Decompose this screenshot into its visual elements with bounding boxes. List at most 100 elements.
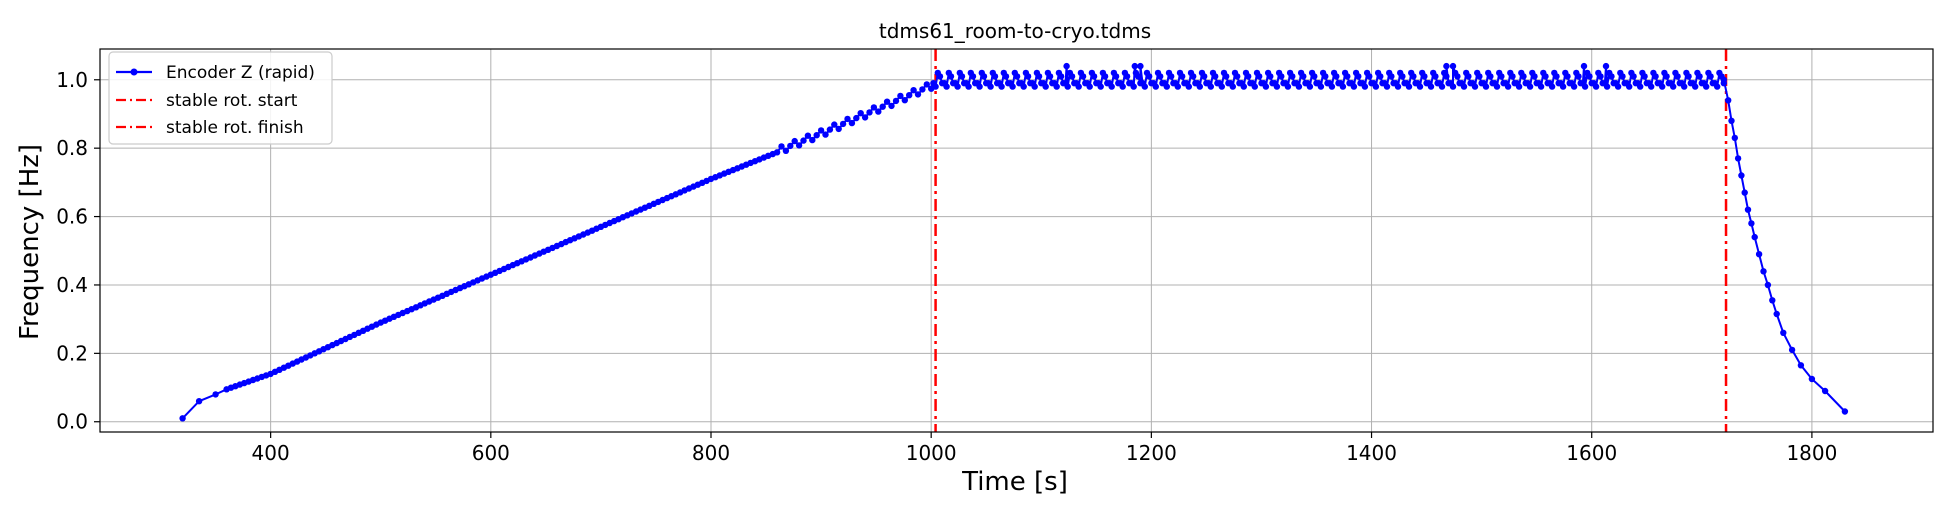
data-point	[1692, 83, 1699, 90]
y-axis-title: Frequency [Hz]	[15, 144, 45, 340]
data-point	[1570, 83, 1578, 90]
data-point	[1443, 62, 1450, 70]
data-point	[1300, 73, 1307, 80]
data-series	[179, 62, 1849, 422]
data-point	[1278, 73, 1285, 80]
data-point	[822, 131, 829, 138]
data-point	[1696, 73, 1703, 80]
x-tick-label: 1800	[1786, 441, 1837, 465]
data-point	[1399, 73, 1406, 80]
data-point	[1443, 73, 1450, 80]
data-point	[1137, 62, 1144, 70]
data-point	[1841, 408, 1849, 415]
data-point	[1797, 362, 1805, 369]
data-point	[1603, 83, 1611, 90]
data-point	[1289, 73, 1296, 80]
data-point	[1119, 83, 1126, 90]
data-point	[1575, 73, 1582, 80]
data-point	[1421, 73, 1428, 80]
legend-label-encoder: Encoder Z (rapid)	[166, 63, 315, 83]
data-point	[870, 104, 878, 111]
x-tick-label: 800	[692, 441, 730, 465]
data-point	[1031, 83, 1038, 90]
data-point	[1388, 73, 1395, 80]
data-point	[791, 137, 798, 145]
data-point	[1548, 83, 1556, 90]
data-point	[1670, 83, 1677, 90]
data-point	[1630, 73, 1637, 80]
data-point	[1720, 76, 1728, 84]
axis-ticks: 400 600 800 1000 1200 1400 1600 1800 0.0 0.2 0.4 0.…	[56, 68, 1837, 465]
data-point	[1146, 73, 1153, 80]
data-point	[1748, 220, 1755, 227]
data-point	[1520, 73, 1527, 80]
data-point	[1641, 73, 1648, 80]
data-point	[1168, 73, 1175, 80]
data-point	[866, 109, 873, 116]
data-point	[809, 136, 816, 144]
data-point	[1471, 83, 1479, 90]
data-point	[1608, 73, 1615, 80]
data-point	[1201, 73, 1208, 80]
data-point	[1725, 97, 1732, 104]
data-point	[1580, 62, 1588, 70]
chart-title: tdms61_room-to-cryo.tdms	[879, 19, 1151, 43]
data-point	[1101, 73, 1109, 80]
data-point	[1416, 83, 1424, 90]
data-point	[1372, 83, 1380, 90]
data-point	[1764, 281, 1772, 289]
data-point	[888, 102, 895, 110]
data-point	[1626, 83, 1633, 90]
data-point	[1788, 346, 1796, 354]
data-point	[1284, 83, 1292, 90]
data-point	[826, 126, 834, 133]
y-tick-label: 0.2	[56, 341, 88, 365]
data-point	[844, 115, 851, 123]
data-point	[1123, 73, 1131, 80]
data-point	[1273, 83, 1281, 90]
data-point	[1355, 73, 1362, 80]
data-point	[1234, 73, 1241, 80]
data-point	[1152, 83, 1160, 90]
series-line-encoder-z	[181, 65, 1846, 419]
data-point	[1339, 83, 1347, 90]
data-point	[1009, 83, 1016, 90]
data-point	[1240, 83, 1248, 90]
data-point	[835, 125, 842, 133]
data-point	[848, 119, 856, 127]
data-point	[965, 83, 972, 90]
data-point	[1449, 83, 1457, 90]
data-point	[919, 86, 926, 93]
data-point	[1751, 233, 1758, 241]
data-point	[954, 83, 961, 90]
data-point	[1251, 83, 1259, 90]
data-point	[1068, 73, 1076, 80]
x-tick-label: 1000	[906, 441, 957, 465]
data-point	[914, 91, 922, 98]
data-point	[980, 73, 988, 80]
data-point	[1112, 73, 1120, 80]
data-point	[923, 81, 930, 88]
x-tick-label: 1600	[1566, 441, 1617, 465]
data-point	[1707, 73, 1714, 80]
data-point	[1163, 83, 1171, 90]
data-point	[1295, 83, 1303, 90]
data-point	[831, 121, 838, 128]
data-point	[1760, 268, 1767, 275]
data-point	[1592, 83, 1600, 90]
data-point	[879, 103, 886, 110]
data-point	[1196, 83, 1204, 90]
data-point	[1002, 73, 1010, 80]
data-point	[1079, 73, 1087, 80]
data-point	[1663, 73, 1670, 80]
legend-box	[108, 51, 333, 145]
data-point	[195, 398, 203, 405]
data-point	[1383, 83, 1391, 90]
data-point	[1311, 73, 1318, 80]
data-point	[1157, 73, 1164, 80]
data-point	[1602, 62, 1610, 70]
data-point	[1741, 189, 1748, 196]
data-point	[1597, 73, 1604, 80]
data-point	[1405, 83, 1413, 90]
data-point	[778, 143, 785, 150]
